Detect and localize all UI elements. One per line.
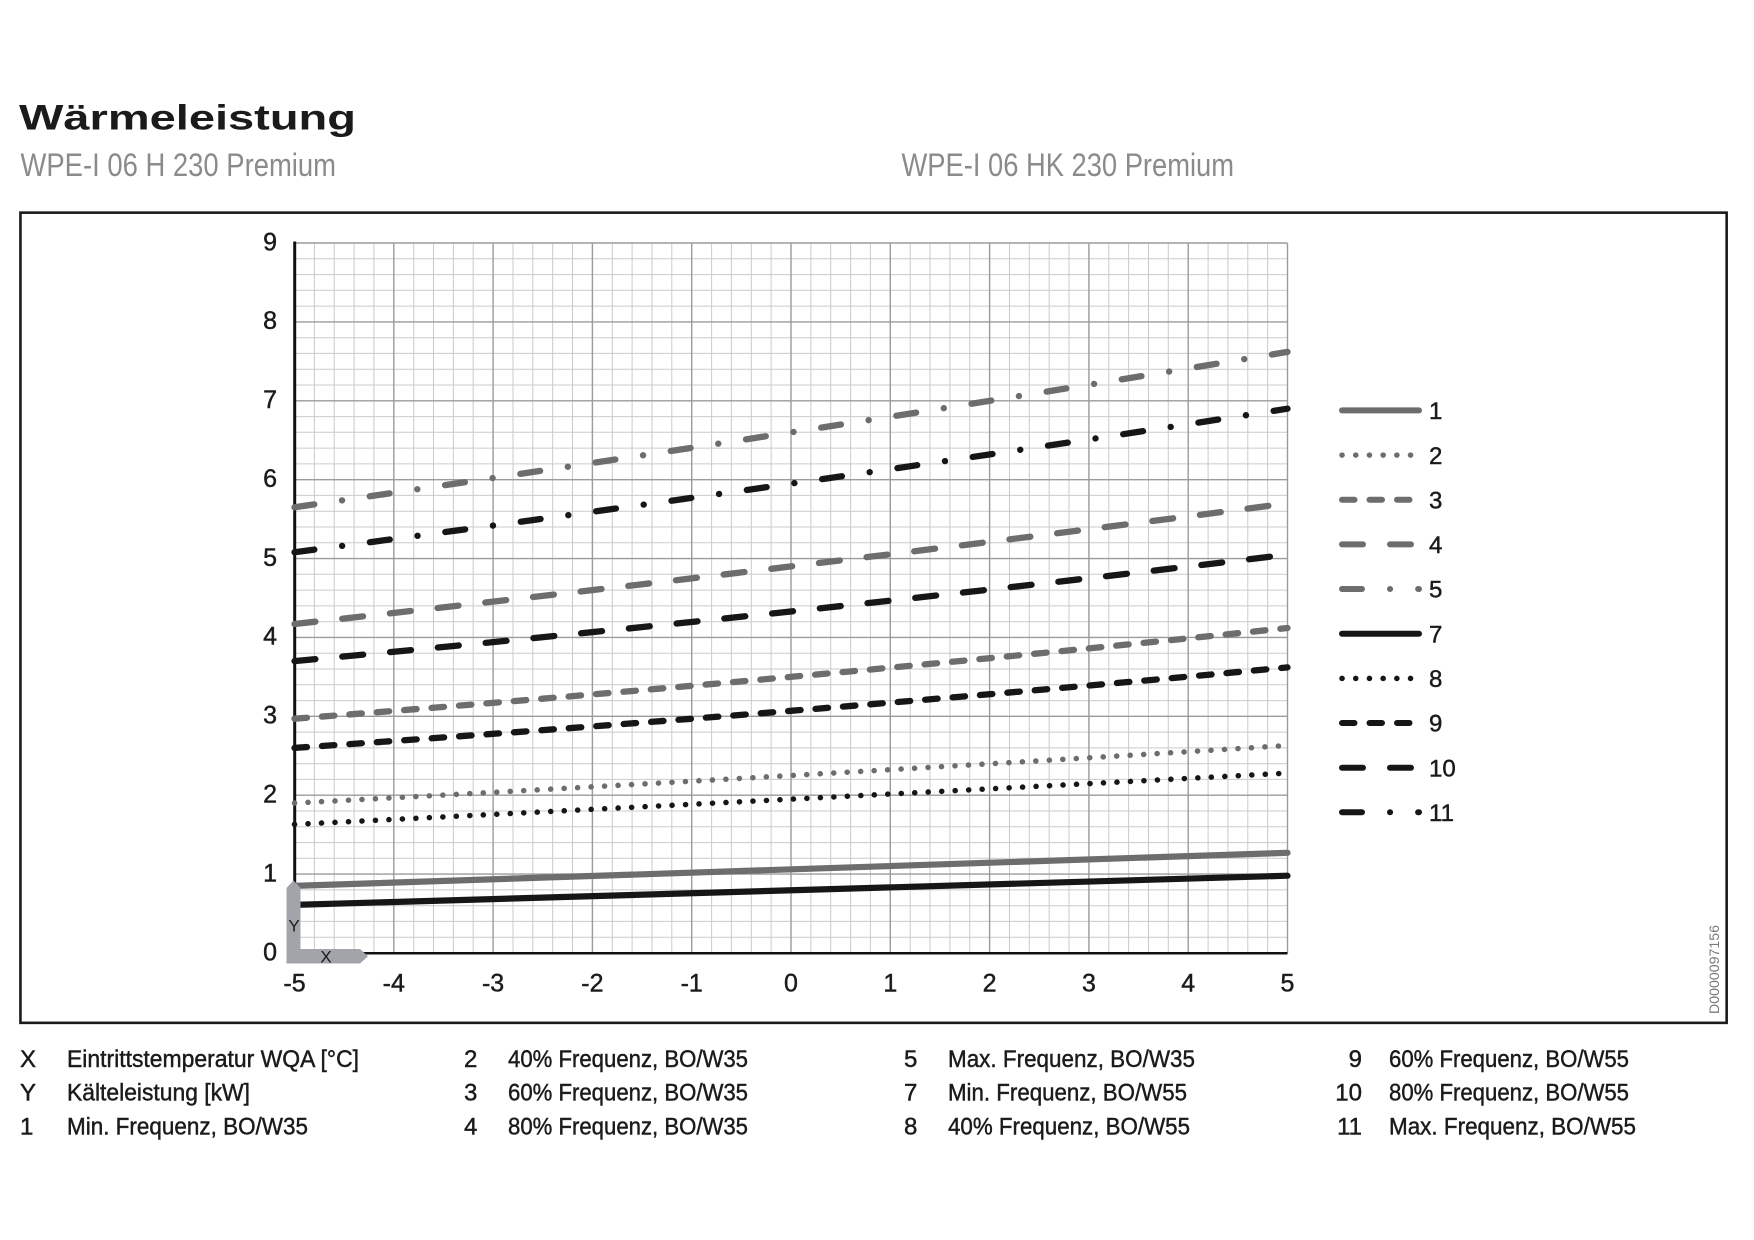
svg-text:4: 4 [1429, 532, 1442, 559]
svg-text:7: 7 [1429, 621, 1442, 648]
svg-text:D0000097156: D0000097156 [1707, 925, 1722, 1014]
svg-text:11: 11 [1337, 1113, 1362, 1140]
svg-text:Wärmeleistung: Wärmeleistung [19, 99, 356, 138]
svg-text:1: 1 [263, 859, 277, 887]
svg-text:3: 3 [263, 702, 277, 730]
svg-text:Eintrittstemperatur WQA [°C]: Eintrittstemperatur WQA [°C] [67, 1046, 359, 1073]
svg-text:8: 8 [904, 1113, 917, 1140]
svg-text:1: 1 [20, 1113, 33, 1140]
svg-text:2: 2 [464, 1046, 477, 1073]
svg-text:5: 5 [263, 544, 277, 572]
svg-text:Min. Frequenz, BO/W55: Min. Frequenz, BO/W55 [948, 1080, 1187, 1107]
svg-text:11: 11 [1429, 800, 1454, 827]
svg-text:Y: Y [288, 917, 299, 936]
svg-text:60% Frequenz, BO/W35: 60% Frequenz, BO/W35 [508, 1080, 748, 1107]
svg-text:3: 3 [1429, 487, 1442, 514]
svg-text:80% Frequenz, BO/W35: 80% Frequenz, BO/W35 [508, 1113, 748, 1140]
svg-text:3: 3 [464, 1080, 477, 1107]
svg-text:8: 8 [1429, 666, 1442, 693]
svg-text:60% Frequenz, BO/W55: 60% Frequenz, BO/W55 [1389, 1046, 1629, 1073]
svg-text:-3: -3 [482, 970, 504, 998]
svg-text:Kälteleistung [kW]: Kälteleistung [kW] [67, 1080, 250, 1107]
svg-text:X: X [320, 948, 331, 967]
svg-text:-5: -5 [283, 970, 305, 998]
svg-text:2: 2 [1429, 443, 1442, 470]
svg-text:9: 9 [263, 228, 277, 256]
svg-text:5: 5 [1429, 577, 1442, 604]
svg-text:9: 9 [1349, 1046, 1362, 1073]
svg-text:10: 10 [1429, 755, 1456, 782]
svg-text:40% Frequenz, BO/W55: 40% Frequenz, BO/W55 [948, 1113, 1190, 1140]
svg-text:6: 6 [263, 465, 277, 493]
svg-text:0: 0 [263, 938, 277, 966]
svg-text:Min. Frequenz, BO/W35: Min. Frequenz, BO/W35 [67, 1113, 308, 1140]
svg-text:Max. Frequenz, BO/W55: Max. Frequenz, BO/W55 [1389, 1113, 1636, 1140]
svg-text:-2: -2 [581, 970, 603, 998]
svg-text:7: 7 [904, 1080, 917, 1107]
svg-text:10: 10 [1335, 1080, 1362, 1107]
svg-text:1: 1 [1429, 398, 1442, 425]
svg-text:40% Frequenz, BO/W35: 40% Frequenz, BO/W35 [508, 1046, 748, 1073]
svg-text:1: 1 [883, 970, 897, 998]
svg-text:WPE-I 06 H 230 Premium: WPE-I 06 H 230 Premium [21, 147, 337, 183]
svg-text:WPE-I 06 HK 230 Premium: WPE-I 06 HK 230 Premium [902, 147, 1235, 183]
svg-text:4: 4 [1181, 970, 1195, 998]
svg-text:0: 0 [784, 970, 798, 998]
svg-text:Y: Y [20, 1080, 36, 1107]
svg-text:-4: -4 [383, 970, 405, 998]
svg-text:80% Frequenz, BO/W55: 80% Frequenz, BO/W55 [1389, 1080, 1629, 1107]
svg-text:8: 8 [263, 307, 277, 335]
svg-text:-1: -1 [681, 970, 703, 998]
svg-text:7: 7 [263, 386, 277, 414]
svg-text:2: 2 [983, 970, 997, 998]
svg-text:X: X [20, 1046, 36, 1073]
svg-text:2: 2 [263, 781, 277, 809]
svg-text:5: 5 [904, 1046, 917, 1073]
svg-text:3: 3 [1082, 970, 1096, 998]
svg-text:9: 9 [1429, 711, 1442, 738]
svg-text:Max. Frequenz, BO/W35: Max. Frequenz, BO/W35 [948, 1046, 1195, 1073]
svg-text:4: 4 [464, 1113, 477, 1140]
svg-text:4: 4 [263, 623, 277, 651]
svg-text:5: 5 [1281, 970, 1295, 998]
